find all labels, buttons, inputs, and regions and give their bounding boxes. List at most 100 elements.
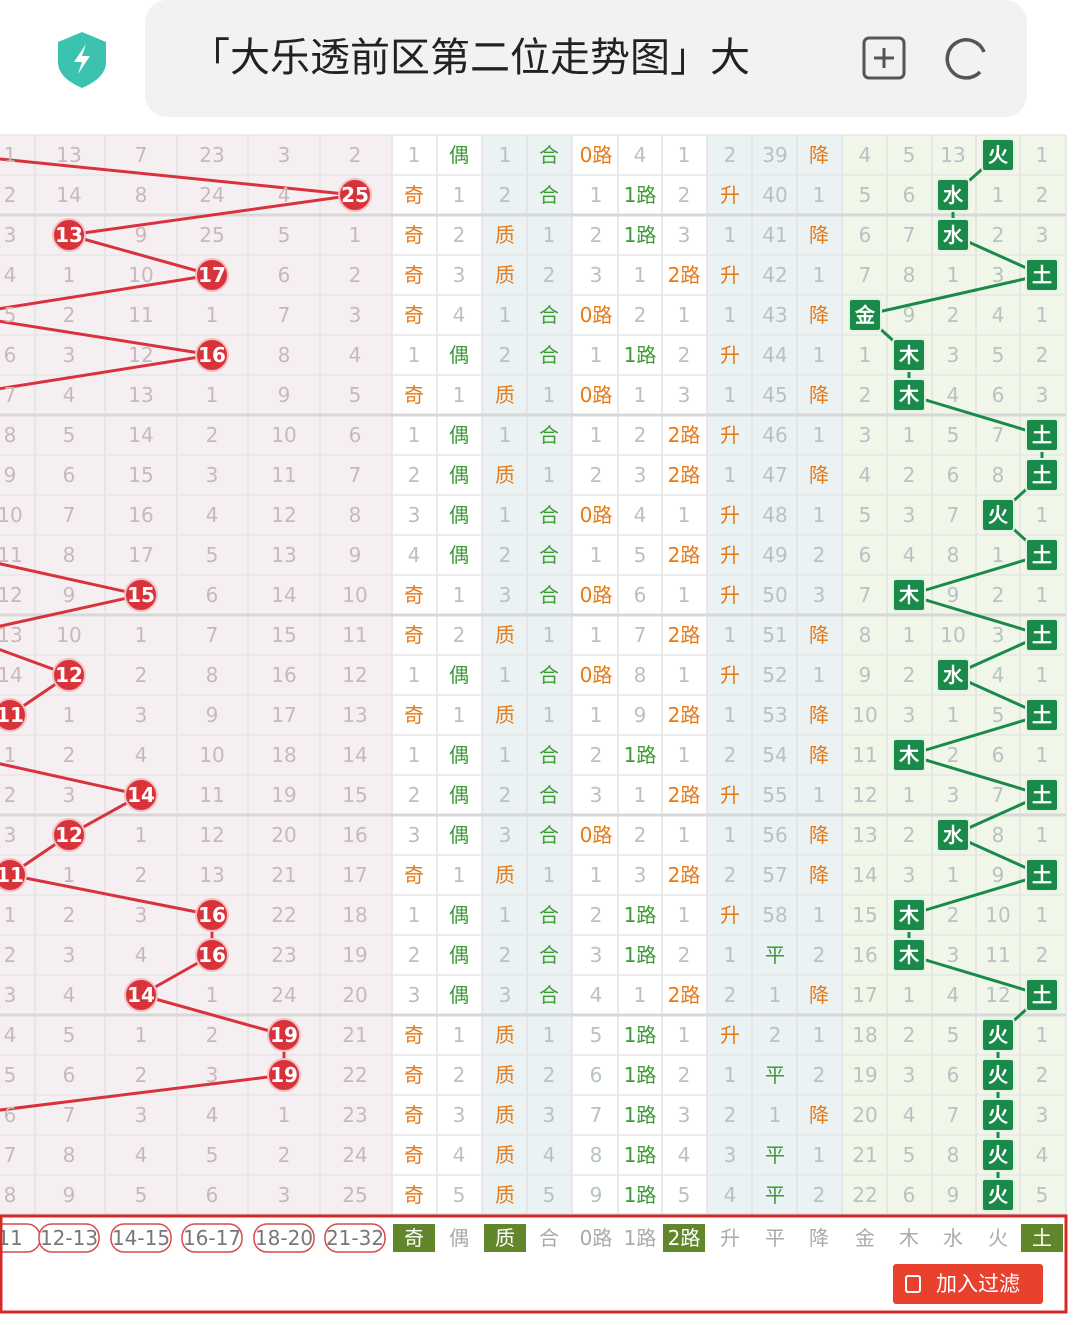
filter-label[interactable]: 奇: [404, 1226, 424, 1250]
bookmark-icon[interactable]: [862, 36, 906, 80]
cell: 53: [762, 703, 787, 727]
filter-label[interactable]: 火: [988, 1226, 1008, 1250]
cell: 6: [859, 543, 872, 567]
ball-link: [0, 562, 142, 597]
ball-number: 11: [0, 703, 24, 727]
filter-label[interactable]: 14-15: [112, 1226, 170, 1250]
filter-label[interactable]: 金: [855, 1226, 875, 1250]
cell: 6: [903, 1183, 916, 1207]
range-pill[interactable]: [110, 1223, 172, 1253]
cell: 1: [590, 423, 603, 447]
fade: [790, 20, 850, 100]
cell: 2: [349, 263, 362, 287]
cell: 升: [720, 183, 740, 207]
cell: 11: [342, 623, 367, 647]
range-pill[interactable]: [253, 1223, 315, 1253]
cell: 3: [63, 943, 76, 967]
element-label: 水: [943, 823, 964, 847]
cell: 2: [903, 463, 916, 487]
filter-label[interactable]: 降: [809, 1226, 829, 1250]
range-pill[interactable]: [181, 1223, 243, 1253]
cell: 9: [634, 703, 647, 727]
filter-button[interactable]: [893, 1264, 1043, 1304]
cell: 1路: [624, 903, 657, 927]
cell: 9: [278, 383, 291, 407]
button-icon: [905, 1275, 921, 1293]
range-pill[interactable]: [324, 1223, 386, 1253]
cell: 8: [947, 1143, 960, 1167]
filter-label[interactable]: 1路: [624, 1226, 657, 1250]
filter-label[interactable]: 偶: [449, 1226, 469, 1250]
cell: 13: [342, 703, 367, 727]
filter-label[interactable]: 土: [1032, 1226, 1052, 1250]
cell: 合: [539, 543, 559, 567]
filter-selected[interactable]: [393, 1224, 435, 1252]
filter-label[interactable]: 16-17: [183, 1226, 241, 1250]
cell: 6: [634, 583, 647, 607]
cell: 3: [408, 823, 421, 847]
cell: 41: [762, 223, 787, 247]
cell: 23: [271, 943, 296, 967]
filter-row: 11 12-13 14-15 16-17 18-20 21-32 奇 偶 质合 0路 1路 2路升 平降…: [0, 1223, 1063, 1253]
cell: 44: [762, 343, 787, 367]
ball: [0, 698, 27, 732]
element-box: [981, 1098, 1015, 1132]
cell: 偶: [449, 983, 469, 1007]
filter-label[interactable]: 2路: [668, 1226, 701, 1250]
filter-label[interactable]: 升: [720, 1226, 740, 1250]
cell: 2: [1036, 1063, 1049, 1087]
cell: 4: [63, 383, 76, 407]
cell: 2: [408, 943, 421, 967]
filter-selected[interactable]: [484, 1224, 526, 1252]
element-link: [908, 713, 1043, 757]
cell: 1: [678, 143, 691, 167]
cell: 质: [495, 863, 515, 887]
filter-label[interactable]: 水: [943, 1226, 963, 1250]
cell: 2: [278, 1143, 291, 1167]
filter-label[interactable]: 木: [899, 1226, 919, 1250]
cell: 4: [543, 1143, 556, 1167]
cell: 1路: [624, 1063, 657, 1087]
filter-label[interactable]: 0路: [580, 1226, 613, 1250]
cell: 8: [4, 423, 17, 447]
cell: 合: [539, 943, 559, 967]
cell: 2: [724, 143, 737, 167]
cell: 1: [1036, 303, 1049, 327]
filter-selected[interactable]: [1021, 1224, 1063, 1252]
cell: 3: [349, 303, 362, 327]
cell: 3: [992, 623, 1005, 647]
filter-selected[interactable]: [663, 1224, 705, 1252]
filter-label[interactable]: 18-20: [255, 1226, 313, 1250]
cell: 1: [499, 743, 512, 767]
cell: 16: [128, 503, 153, 527]
cell: 2: [903, 663, 916, 687]
cell: 偶: [449, 543, 469, 567]
cell: 3: [1036, 223, 1049, 247]
cell: 2: [135, 1063, 148, 1087]
cell: 合: [539, 503, 559, 527]
cell: 25: [342, 1183, 367, 1207]
cell: 2: [678, 943, 691, 967]
filter-label[interactable]: 12-13: [40, 1226, 98, 1250]
filter-label[interactable]: 质: [495, 1226, 515, 1250]
filter-label[interactable]: 合: [539, 1226, 559, 1250]
cell: 2: [813, 1063, 826, 1087]
cell: 6: [4, 1103, 17, 1127]
cell: 1: [724, 303, 737, 327]
element-box: [981, 1138, 1015, 1172]
cell: 2路: [668, 623, 701, 647]
cell: 6: [590, 1063, 603, 1087]
cell: 10: [56, 623, 81, 647]
cell: 5: [992, 703, 1005, 727]
filter-label[interactable]: 11: [0, 1226, 23, 1250]
cell: 2: [813, 543, 826, 567]
cell: 1路: [624, 183, 657, 207]
button-label[interactable]: 加入过滤: [936, 1272, 1020, 1296]
cell: 3: [499, 583, 512, 607]
reload-icon[interactable]: [945, 38, 986, 80]
filter-label[interactable]: 平: [765, 1226, 785, 1250]
filter-label[interactable]: 21-32: [326, 1226, 384, 1250]
cell: 11: [985, 943, 1010, 967]
cell: 18: [342, 903, 367, 927]
range-pill[interactable]: [38, 1223, 100, 1253]
